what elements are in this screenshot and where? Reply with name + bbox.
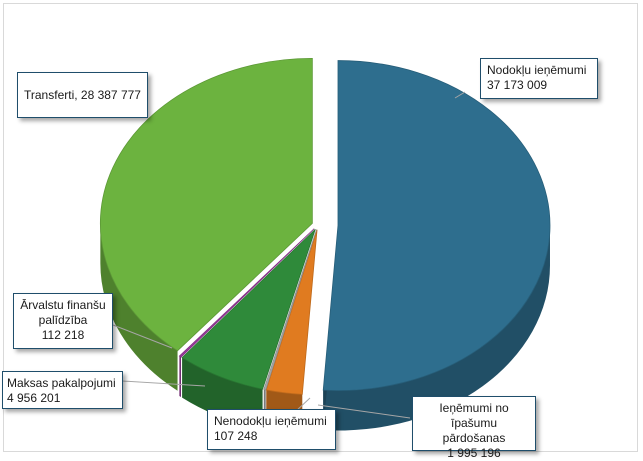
label-maksas-pakalpojumi: Maksas pakalpojumi 4 956 201: [2, 371, 123, 409]
leader-line-ipasumu: [317, 404, 411, 419]
label-transferti-text: Transferti, 28 387 777: [24, 88, 141, 102]
leader-line-maksas: [121, 380, 206, 387]
label-arvalstu-finansu-palidziba: Ārvalstu finanšu palīdzība 112 218: [13, 293, 113, 349]
label-ipasumu-pardosanas: Ieņēmumi no īpašumu pārdošanas 1 995 196: [412, 396, 536, 460]
slice-1: [265, 229, 318, 395]
label-nenodoklu-ienemumi: Nenodokļu ieņēmumi 107 248: [207, 409, 336, 450]
leader-line-nodoklu: [454, 91, 466, 99]
slice-side-5: [100, 223, 178, 391]
label-nenodoklu-value: 107 248: [214, 429, 258, 443]
leader-lines: [112, 91, 466, 419]
label-nenodoklu-name: Nenodokļu ieņēmumi: [214, 414, 327, 428]
label-ipasumu-line1: Ieņēmumi no: [439, 401, 509, 415]
label-ipasumu-line2: īpašumu pārdošanas: [442, 416, 506, 445]
label-maksas-name: Maksas pakalpojumi: [7, 376, 116, 390]
slice-5: [100, 57, 313, 352]
label-arvalstu-line1: Ārvalstu finanšu: [20, 298, 106, 312]
label-transferti: Transferti, 28 387 777: [17, 72, 148, 118]
label-arvalstu-line2: palīdzība: [38, 313, 88, 327]
slice-0: [322, 60, 551, 391]
slice-3: [181, 229, 316, 390]
slice-side-4: [179, 356, 181, 398]
slice-2: [263, 229, 317, 391]
label-nodoklu-ienemumi: Nodokļu ieņēmumi 37 173 009: [480, 58, 598, 99]
leader-line-arvalstu: [112, 324, 173, 349]
pie-slices: [100, 57, 551, 435]
label-maksas-value: 4 956 201: [7, 391, 61, 405]
label-nodoklu-name: Nodokļu ieņēmumi: [487, 63, 587, 77]
label-arvalstu-value: 112 218: [41, 328, 85, 342]
label-nodoklu-value: 37 173 009: [487, 78, 548, 92]
label-ipasumu-value: 1 995 196: [447, 446, 501, 460]
slice-4: [178, 228, 315, 358]
